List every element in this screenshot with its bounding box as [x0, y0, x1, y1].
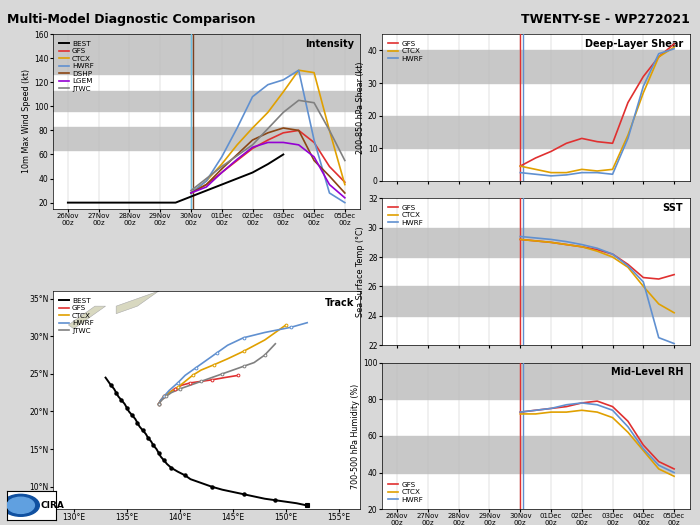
Bar — [382, 116, 690, 148]
Text: Track: Track — [325, 298, 354, 308]
Text: Deep-Layer Shear: Deep-Layer Shear — [585, 38, 683, 48]
Text: Intensity: Intensity — [305, 39, 354, 49]
Text: CIRA: CIRA — [41, 501, 64, 510]
Text: Multi-Model Diagnostic Comparison: Multi-Model Diagnostic Comparison — [7, 13, 256, 26]
Y-axis label: 200-850 hPa Shear (kt): 200-850 hPa Shear (kt) — [356, 61, 365, 154]
Bar — [382, 286, 690, 316]
Text: Mid-Level RH: Mid-Level RH — [611, 367, 683, 377]
Bar — [382, 436, 690, 473]
Bar — [52, 127, 360, 150]
Y-axis label: 700-500 hPa Humidity (%): 700-500 hPa Humidity (%) — [351, 383, 360, 489]
Legend: BEST, GFS, CTCX, HWRF, JTWC: BEST, GFS, CTCX, HWRF, JTWC — [56, 295, 97, 337]
Legend: BEST, GFS, CTCX, HWRF, DSHP, LGEM, JTWC: BEST, GFS, CTCX, HWRF, DSHP, LGEM, JTWC — [56, 38, 97, 94]
Bar — [52, 34, 360, 74]
Y-axis label: Sea Surface Temp (°C): Sea Surface Temp (°C) — [356, 226, 365, 317]
Circle shape — [7, 497, 34, 513]
Bar — [382, 50, 690, 83]
Bar — [52, 91, 360, 111]
Bar — [382, 363, 690, 400]
Circle shape — [2, 495, 39, 516]
Polygon shape — [116, 261, 211, 313]
Bar — [382, 228, 690, 257]
Legend: GFS, CTCX, HWRF: GFS, CTCX, HWRF — [386, 479, 426, 506]
Polygon shape — [69, 306, 106, 329]
Text: TWENTY-SE - WP272021: TWENTY-SE - WP272021 — [521, 13, 690, 26]
Legend: GFS, CTCX, HWRF: GFS, CTCX, HWRF — [386, 202, 426, 229]
Legend: GFS, CTCX, HWRF: GFS, CTCX, HWRF — [386, 38, 426, 65]
Text: SST: SST — [663, 203, 683, 213]
Y-axis label: 10m Max Wind Speed (kt): 10m Max Wind Speed (kt) — [22, 69, 31, 173]
